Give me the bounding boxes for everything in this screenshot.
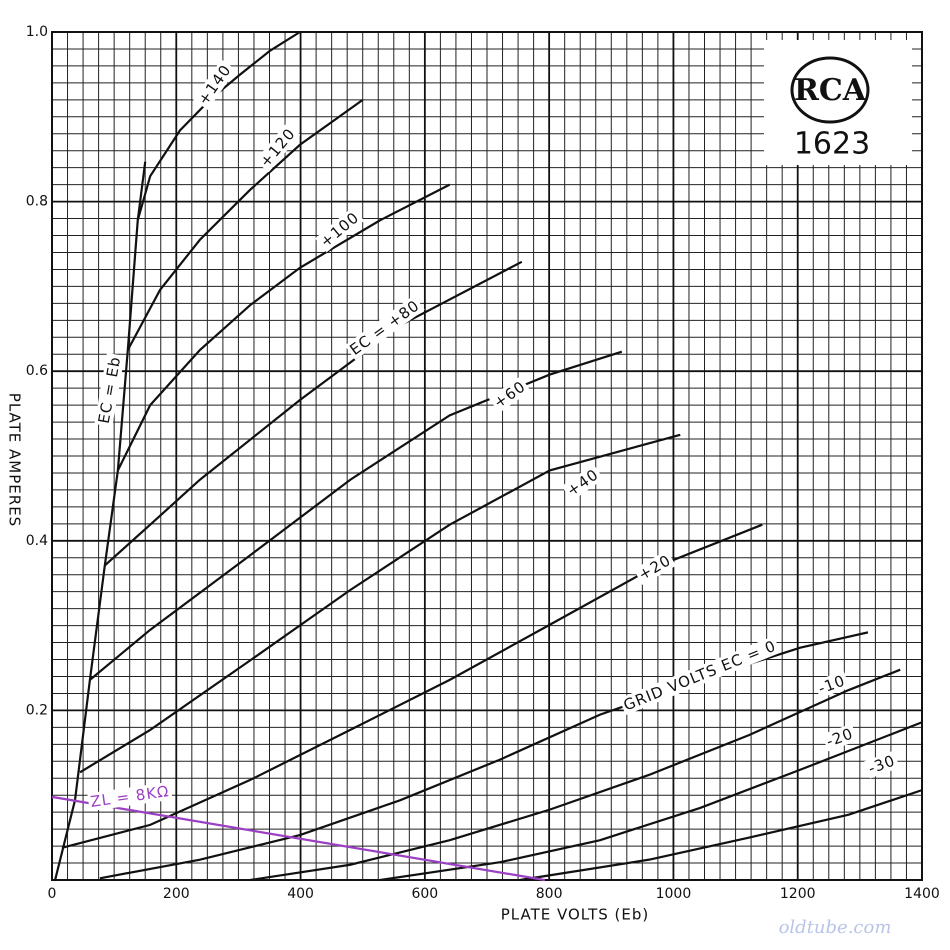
label-background	[619, 635, 781, 716]
x-tick-label: 800	[536, 886, 563, 902]
x-tick-label: 0	[48, 886, 57, 902]
label-background	[87, 781, 173, 812]
label-background	[344, 295, 425, 361]
x-tick-label: 400	[287, 886, 314, 902]
logo-model: 1623	[794, 127, 870, 162]
label-background	[821, 723, 858, 752]
label-background	[813, 670, 850, 699]
curve	[79, 433, 681, 774]
curve	[54, 161, 147, 881]
label-background	[315, 206, 365, 253]
y-tick-label: 1.0	[26, 24, 48, 40]
curve	[61, 523, 763, 849]
curve	[116, 183, 451, 471]
curve	[99, 631, 869, 880]
label-background	[561, 464, 604, 502]
x-tick-label: 1400	[904, 886, 940, 902]
watermark: oldtube.com	[779, 917, 892, 938]
logo-box	[764, 40, 912, 165]
curve	[519, 789, 923, 882]
label-background	[94, 352, 125, 427]
label-background	[863, 750, 900, 779]
label-background	[488, 376, 531, 414]
label-background	[254, 123, 301, 173]
label-background	[633, 550, 676, 586]
logo-ring	[790, 56, 870, 124]
x-tick-label: 1200	[780, 886, 816, 902]
label-background	[193, 59, 237, 111]
curve	[250, 668, 901, 882]
logo-brand: RCA	[794, 73, 867, 108]
y-tick-label: 0.8	[26, 194, 48, 210]
curve	[89, 350, 623, 681]
y-tick-label: 0.4	[26, 533, 48, 549]
curve	[126, 98, 364, 351]
x-axis-label: PLATE VOLTS (Eb)	[501, 906, 650, 924]
curve	[51, 795, 545, 882]
curve	[379, 721, 923, 882]
x-tick-label: 200	[163, 886, 190, 902]
x-tick-label: 1000	[656, 886, 692, 902]
y-axis-label: PLATE AMPERES	[6, 393, 24, 527]
y-tick-label: 0.2	[26, 702, 48, 718]
x-tick-label: 600	[411, 886, 438, 902]
curve	[104, 260, 523, 567]
grid	[51, 31, 923, 881]
y-tick-label: 0.6	[26, 363, 48, 379]
plot-frame	[51, 31, 923, 881]
